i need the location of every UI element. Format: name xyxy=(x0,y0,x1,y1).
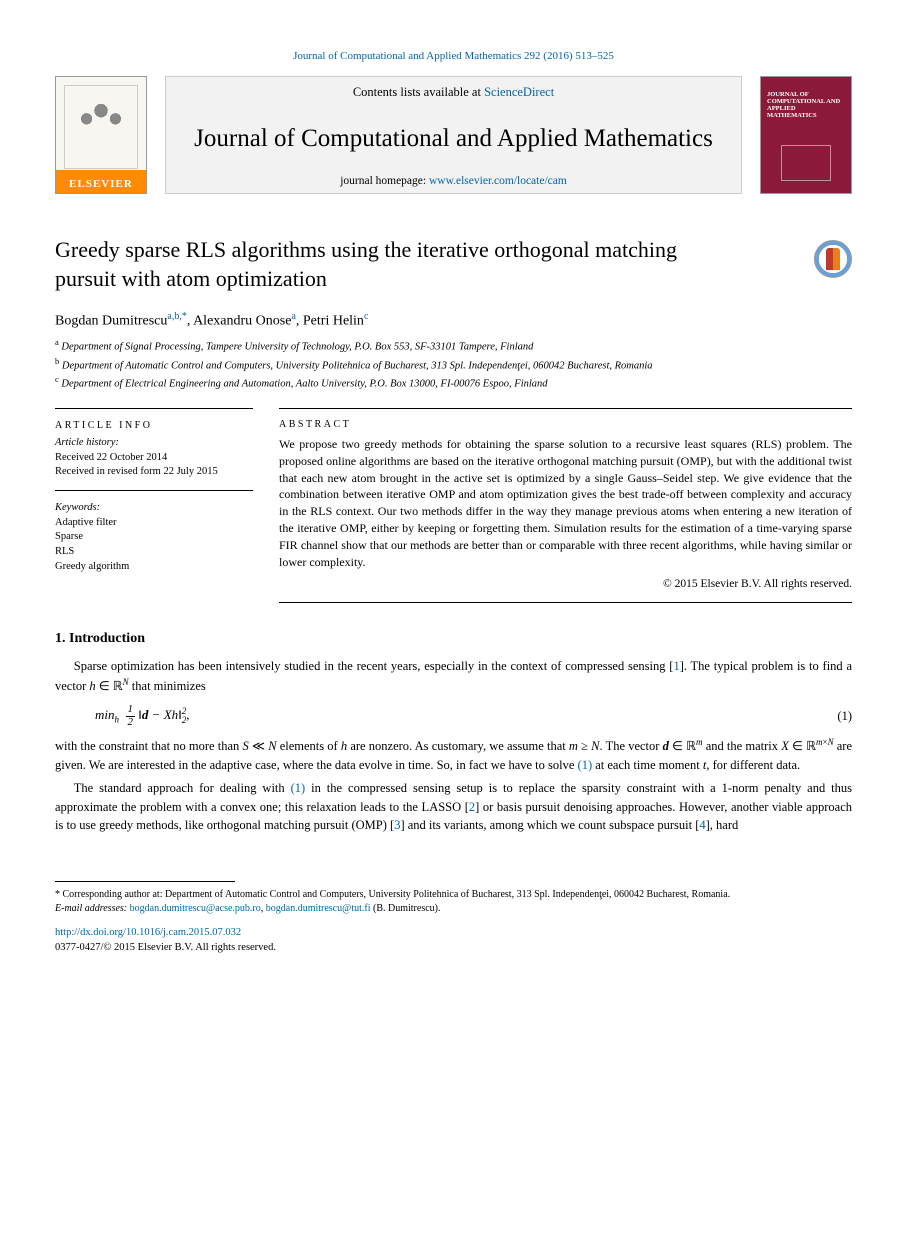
cover-title: JOURNAL OF COMPUTATIONAL AND APPLIED MAT… xyxy=(767,91,845,120)
author-1-sup: a,b,* xyxy=(167,311,186,322)
article-info-column: ARTICLE INFO Article history: Received 2… xyxy=(55,408,253,603)
p2a: with the constraint that no more than xyxy=(55,739,242,753)
email-1-link[interactable]: bogdan.dumitrescu@acse.pub.ro xyxy=(130,903,261,914)
aff-c-text: Department of Electrical Engineering and… xyxy=(61,379,547,390)
keyword-4: Greedy algorithm xyxy=(55,560,253,575)
issn-copyright: 0377-0427/© 2015 Elsevier B.V. All right… xyxy=(55,942,276,953)
p1a: Sparse optimization has been intensively… xyxy=(74,659,670,673)
meta-abstract-row: ARTICLE INFO Article history: Received 2… xyxy=(55,408,852,603)
eq1-body: minh 12 ‖d − Xh‖22, xyxy=(95,704,190,728)
keyword-1: Adaptive filter xyxy=(55,516,253,531)
crossmark-icon[interactable] xyxy=(814,240,852,278)
author-2: Alexandru Onose xyxy=(193,314,291,329)
elsevier-tree-icon xyxy=(64,85,138,169)
keyword-3: RLS xyxy=(55,545,253,560)
email-line: E-mail addresses: bogdan.dumitrescu@acse… xyxy=(55,902,855,916)
journal-banner: ELSEVIER Contents lists available at Sci… xyxy=(55,76,852,194)
aff-b-sup: b xyxy=(55,356,59,366)
received-date: Received 22 October 2014 xyxy=(55,451,253,466)
affiliation-b: b Department of Automatic Control and Co… xyxy=(55,355,852,374)
header-citation: Journal of Computational and Applied Mat… xyxy=(55,50,852,62)
contents-available-line: Contents lists available at ScienceDirec… xyxy=(178,85,729,100)
abstract-body: We propose two greedy methods for obtain… xyxy=(279,436,852,570)
affiliations: a Department of Signal Processing, Tampe… xyxy=(55,336,852,392)
article-history-label: Article history: xyxy=(55,436,253,451)
revised-date: Received in revised form 22 July 2015 xyxy=(55,465,253,480)
p2g: at each time moment xyxy=(592,758,703,772)
article-info-heading: ARTICLE INFO xyxy=(55,419,253,433)
p2e: and the matrix xyxy=(703,739,782,753)
aff-b-text: Department of Automatic Control and Comp… xyxy=(62,360,653,371)
doi-block: http://dx.doi.org/10.1016/j.cam.2015.07.… xyxy=(55,926,852,955)
p3a: The standard approach for dealing with xyxy=(74,781,291,795)
article-header: Greedy sparse RLS algorithms using the i… xyxy=(55,236,852,293)
abstract-heading: ABSTRACT xyxy=(279,419,852,430)
author-2-sup: a xyxy=(291,311,295,322)
affiliation-c: c Department of Electrical Engineering a… xyxy=(55,373,852,392)
p3e: , hard xyxy=(710,818,738,832)
aff-a-text: Department of Signal Processing, Tampere… xyxy=(61,341,533,352)
affiliation-a: a Department of Signal Processing, Tampe… xyxy=(55,336,852,355)
meta-divider xyxy=(55,490,253,491)
journal-title: Journal of Computational and Applied Mat… xyxy=(178,125,729,154)
intro-para-3: The standard approach for dealing with (… xyxy=(55,779,852,835)
email-2-link[interactable]: bogdan.dumitrescu@tut.fi xyxy=(266,903,371,914)
keyword-2: Sparse xyxy=(55,530,253,545)
section-introduction: 1. Introduction Sparse optimization has … xyxy=(55,631,852,835)
aff-a-sup: a xyxy=(55,337,59,347)
elsevier-label: ELSEVIER xyxy=(69,175,133,193)
email-author-name: (B. Dumitrescu). xyxy=(371,903,441,914)
abstract-bottom-rule xyxy=(279,602,852,603)
email-label: E-mail addresses: xyxy=(55,903,127,914)
eq1-number: (1) xyxy=(837,709,852,724)
homepage-link[interactable]: www.elsevier.com/locate/cam xyxy=(429,175,567,187)
article-title: Greedy sparse RLS algorithms using the i… xyxy=(55,236,695,293)
intro-para-2: with the constraint that no more than S … xyxy=(55,736,852,775)
cover-art-icon xyxy=(781,145,831,181)
doi-link[interactable]: http://dx.doi.org/10.1016/j.cam.2015.07.… xyxy=(55,927,241,938)
journal-cover-thumbnail[interactable]: JOURNAL OF COMPUTATIONAL AND APPLIED MAT… xyxy=(760,76,852,194)
p2b: elements of xyxy=(277,739,341,753)
homepage-line: journal homepage: www.elsevier.com/locat… xyxy=(178,175,729,187)
equation-1: minh 12 ‖d − Xh‖22, (1) xyxy=(95,704,852,728)
author-1: Bogdan Dumitrescu xyxy=(55,314,167,329)
abstract-copyright: © 2015 Elsevier B.V. All rights reserved… xyxy=(279,576,852,592)
p3d: and its variants, among which we count s… xyxy=(405,818,696,832)
p1c: that minimizes xyxy=(129,679,206,693)
section-1-heading: 1. Introduction xyxy=(55,631,852,647)
eqref-1a[interactable]: (1) xyxy=(578,758,593,772)
intro-para-1: Sparse optimization has been intensively… xyxy=(55,657,852,696)
corresponding-author-note: * Corresponding author at: Department of… xyxy=(55,888,855,902)
p2c: are nonzero. As customary, we assume tha… xyxy=(347,739,569,753)
author-3: Petri Helin xyxy=(303,314,364,329)
abstract-column: ABSTRACT We propose two greedy methods f… xyxy=(279,408,852,603)
aff-c-sup: c xyxy=(55,374,59,384)
eqref-1b[interactable]: (1) xyxy=(291,781,306,795)
footnotes: * Corresponding author at: Department of… xyxy=(55,882,855,916)
keywords-label: Keywords: xyxy=(55,501,253,516)
p2h: , for different data. xyxy=(706,758,800,772)
authors-line: Bogdan Dumitrescua,b,*, Alexandru Onosea… xyxy=(55,311,852,330)
p2d: . The vector xyxy=(600,739,663,753)
homepage-prefix: journal homepage: xyxy=(340,175,429,187)
sciencedirect-link[interactable]: ScienceDirect xyxy=(484,85,554,99)
banner-center: Contents lists available at ScienceDirec… xyxy=(165,76,742,194)
contents-prefix: Contents lists available at xyxy=(353,85,484,99)
author-3-sup: c xyxy=(364,311,368,322)
elsevier-logo[interactable]: ELSEVIER xyxy=(55,76,147,194)
